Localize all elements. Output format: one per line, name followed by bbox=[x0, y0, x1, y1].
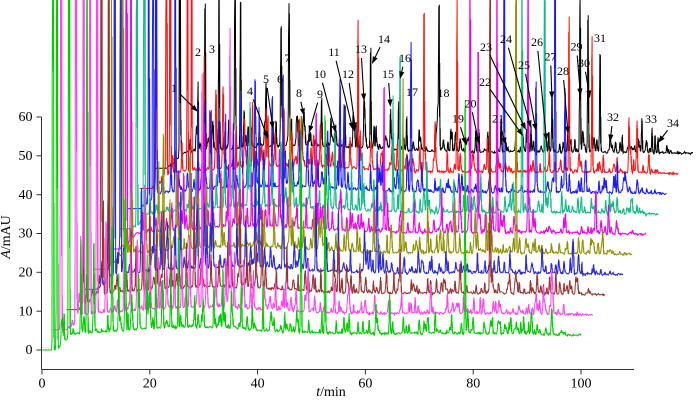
svg-text:0: 0 bbox=[26, 343, 33, 358]
svg-text:12: 12 bbox=[342, 67, 354, 81]
svg-text:80: 80 bbox=[466, 377, 480, 392]
svg-text:33: 33 bbox=[645, 112, 657, 126]
svg-text:20: 20 bbox=[465, 97, 477, 111]
svg-text:60: 60 bbox=[19, 110, 33, 125]
svg-text:100: 100 bbox=[571, 377, 592, 392]
svg-text:25: 25 bbox=[518, 58, 530, 72]
svg-text:34: 34 bbox=[667, 116, 679, 130]
svg-text:7: 7 bbox=[285, 51, 291, 65]
svg-text:8: 8 bbox=[296, 86, 302, 100]
svg-text:24: 24 bbox=[500, 32, 512, 46]
svg-text:1: 1 bbox=[171, 81, 177, 95]
svg-text:60: 60 bbox=[358, 377, 372, 392]
svg-text:10: 10 bbox=[19, 304, 33, 319]
svg-text:21: 21 bbox=[492, 112, 504, 126]
svg-text:29: 29 bbox=[571, 40, 583, 54]
svg-text:31: 31 bbox=[594, 31, 606, 45]
svg-text:0: 0 bbox=[39, 377, 46, 392]
svg-text:23: 23 bbox=[480, 40, 492, 54]
svg-text:t/min: t/min bbox=[316, 385, 346, 400]
svg-text:32: 32 bbox=[607, 110, 619, 124]
svg-text:5: 5 bbox=[263, 72, 269, 86]
svg-text:18: 18 bbox=[438, 86, 450, 100]
svg-text:20: 20 bbox=[143, 377, 157, 392]
svg-text:6: 6 bbox=[277, 72, 283, 86]
svg-text:13: 13 bbox=[355, 42, 367, 56]
svg-text:9: 9 bbox=[317, 87, 323, 101]
svg-text:11: 11 bbox=[328, 45, 340, 59]
svg-text:30: 30 bbox=[578, 56, 590, 70]
svg-text:19: 19 bbox=[452, 112, 464, 126]
svg-text:27: 27 bbox=[545, 50, 557, 64]
svg-text:40: 40 bbox=[251, 377, 265, 392]
svg-text:14: 14 bbox=[378, 32, 390, 46]
svg-text:17: 17 bbox=[406, 85, 418, 99]
svg-text:15: 15 bbox=[382, 67, 394, 81]
svg-text:30: 30 bbox=[19, 227, 33, 242]
svg-text:A/mAU: A/mAU bbox=[0, 215, 14, 260]
svg-text:4: 4 bbox=[247, 84, 253, 98]
svg-text:22: 22 bbox=[479, 75, 491, 89]
svg-text:20: 20 bbox=[19, 266, 33, 281]
svg-text:2: 2 bbox=[195, 45, 201, 59]
svg-text:26: 26 bbox=[531, 35, 543, 49]
svg-text:16: 16 bbox=[399, 51, 411, 65]
svg-text:10: 10 bbox=[314, 67, 326, 81]
svg-text:50: 50 bbox=[19, 149, 33, 164]
svg-text:3: 3 bbox=[209, 42, 215, 56]
svg-text:40: 40 bbox=[19, 188, 33, 203]
svg-text:28: 28 bbox=[557, 64, 569, 78]
